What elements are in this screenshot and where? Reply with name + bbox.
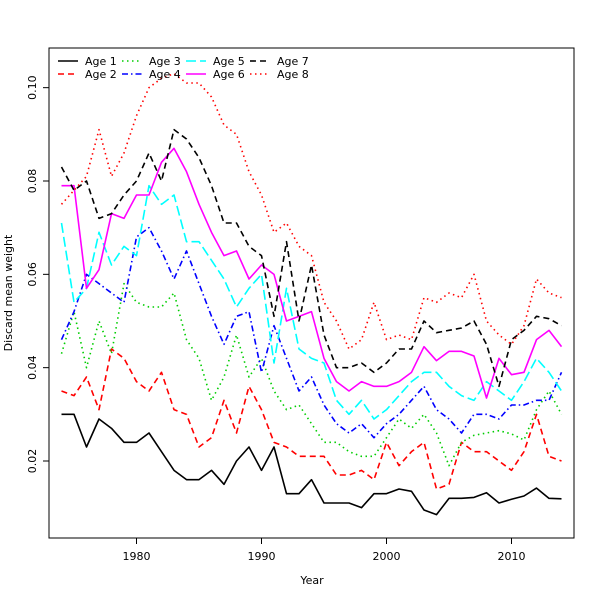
series-line-age-6 (61, 147, 563, 399)
legend-label: Age 2 (85, 68, 117, 81)
x-axis-title: Year (299, 574, 324, 587)
series-line-age-8 (60, 72, 562, 350)
x-tick-label: 1980 (123, 550, 151, 563)
series-line-age-5 (60, 184, 563, 420)
plot-frame (48, 47, 575, 539)
y-tick-label: 0.06 (26, 262, 39, 287)
x-tick-label: 1990 (248, 550, 276, 563)
series-line-age-3 (60, 282, 563, 467)
series-line-age-2 (61, 348, 562, 490)
legend-label: Age 4 (149, 68, 181, 81)
series-line-age-4 (60, 226, 563, 439)
legend-label: Age 7 (277, 55, 309, 68)
y-axis-title: Discard mean weight (2, 234, 15, 351)
legend-label: Age 3 (149, 55, 181, 68)
y-tick-label: 0.10 (26, 75, 39, 100)
y-tick-label: 0.02 (26, 449, 39, 474)
x-tick-label: 2000 (373, 550, 401, 563)
x-tick-label: 2010 (498, 550, 526, 563)
y-tick-label: 0.04 (26, 355, 39, 380)
legend-label: Age 5 (213, 55, 245, 68)
legend-label: Age 8 (277, 68, 309, 81)
legend-label: Age 6 (213, 68, 245, 81)
legend-label: Age 1 (85, 55, 117, 68)
series-line-age-7 (60, 128, 562, 388)
series-line-age-1 (61, 413, 562, 516)
y-tick-label: 0.08 (26, 169, 39, 194)
